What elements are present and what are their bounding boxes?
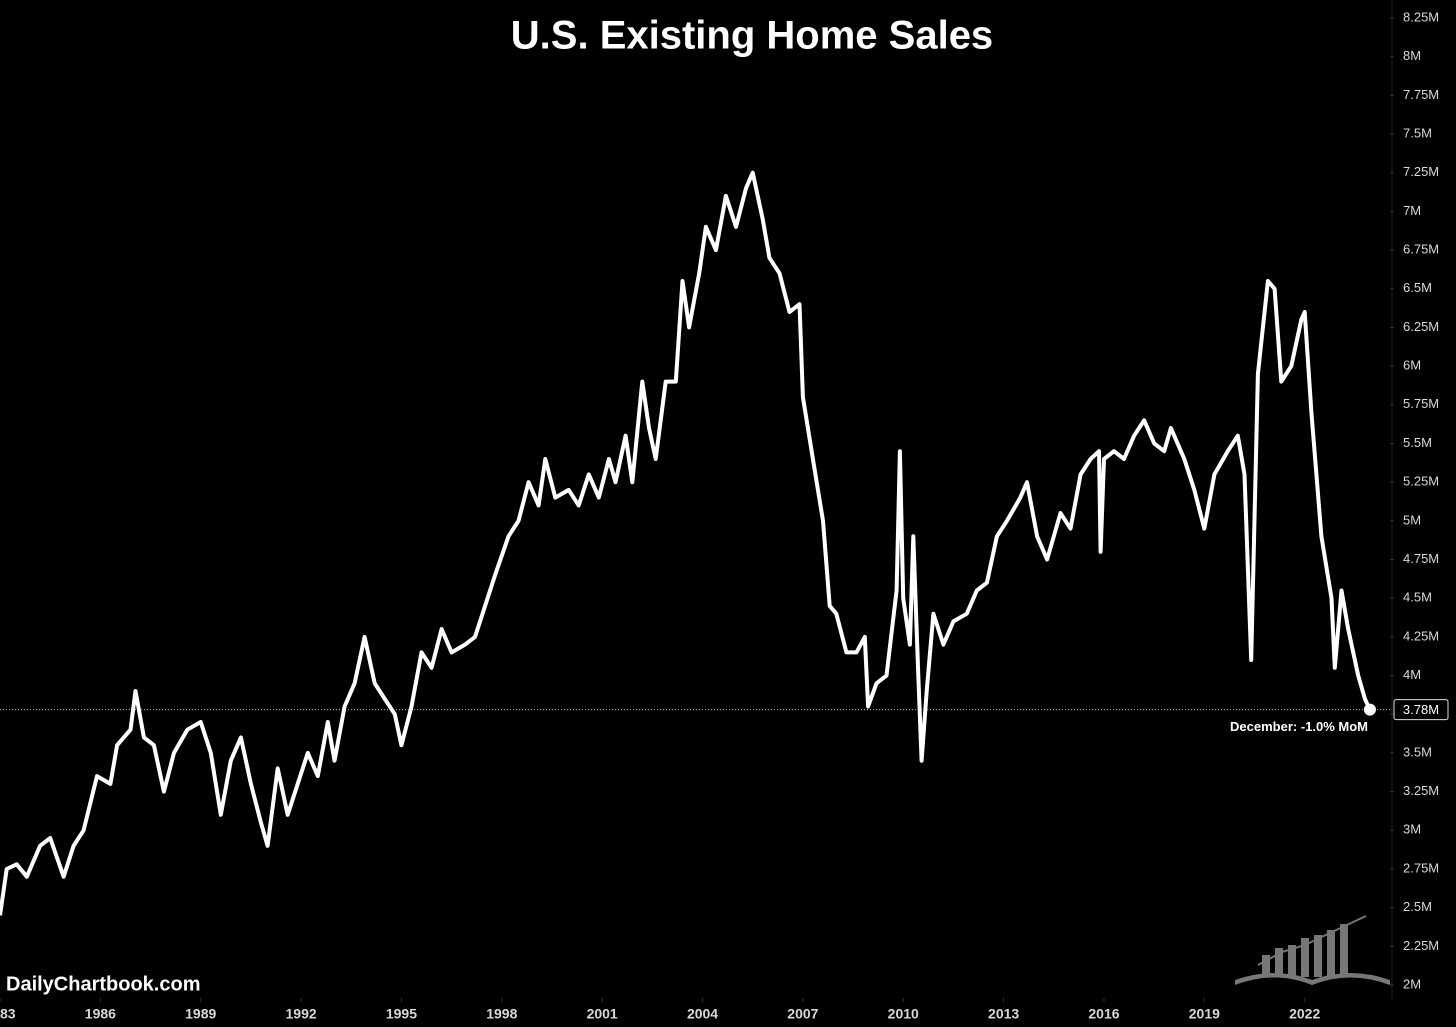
source-label: DailyChartbook.com: [6, 973, 200, 995]
y-tick-label: 6M: [1403, 358, 1421, 373]
y-tick-label: 4.5M: [1403, 590, 1432, 605]
x-tick-label: 1983: [0, 1006, 16, 1022]
y-tick-label: 7.25M: [1403, 164, 1439, 179]
x-tick-label: 1998: [486, 1006, 517, 1022]
x-tick-label: 2022: [1289, 1006, 1320, 1022]
y-tick-label: 2.5M: [1403, 899, 1432, 914]
x-tick-label: 2013: [988, 1006, 1019, 1022]
y-tick-label: 3.5M: [1403, 744, 1432, 759]
x-tick-label: 1992: [286, 1006, 317, 1022]
last-point: [1363, 703, 1376, 716]
y-tick-label: 5.5M: [1403, 435, 1432, 450]
y-tick-label: 5.75M: [1403, 396, 1439, 411]
x-tick-label: 2004: [687, 1006, 718, 1022]
y-tick-label: 5.25M: [1403, 474, 1439, 489]
y-tick-label: 4M: [1403, 667, 1421, 682]
series-line: [0, 170, 1372, 916]
y-tick-label: 7.75M: [1403, 87, 1439, 102]
x-tick-label: 2010: [888, 1006, 919, 1022]
x-tick-label: 1986: [85, 1006, 116, 1022]
x-tick-label: 2016: [1088, 1006, 1119, 1022]
y-tick-label: 6.25M: [1403, 319, 1439, 334]
y-tick-label: 6.5M: [1403, 280, 1432, 295]
logo: [1235, 915, 1390, 985]
y-tick-label: 2M: [1403, 976, 1421, 991]
x-tick-label: 2007: [787, 1006, 818, 1022]
x-tick-label: 2001: [587, 1006, 618, 1022]
chart-title: U.S. Existing Home Sales: [511, 14, 993, 58]
x-tick-label: 1995: [386, 1006, 417, 1022]
y-tick-label: 5M: [1403, 512, 1421, 527]
y-tick-label: 3M: [1403, 822, 1421, 837]
y-tick-label: 7M: [1403, 203, 1421, 218]
x-tick-label: 2019: [1189, 1006, 1220, 1022]
annotation: December: -1.0% MoM: [1230, 719, 1368, 734]
y-tick-label: 3.25M: [1403, 783, 1439, 798]
y-tick-label: 2.25M: [1403, 938, 1439, 953]
y-tick-label: 8.25M: [1403, 9, 1439, 24]
y-tick-label: 8M: [1403, 48, 1421, 63]
y-tick-label: 4.25M: [1403, 628, 1439, 643]
y-tick-label: 4.75M: [1403, 551, 1439, 566]
y-tick-label: 7.5M: [1403, 125, 1432, 140]
x-tick-label: 1989: [185, 1006, 216, 1022]
last-value-badge: [1393, 699, 1449, 721]
y-tick-label: 2.75M: [1403, 860, 1439, 875]
y-tick-label: 6.75M: [1403, 242, 1439, 257]
last-value-label: 3.78M: [1403, 702, 1439, 717]
